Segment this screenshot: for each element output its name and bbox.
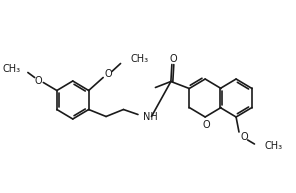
Text: CH₃: CH₃ xyxy=(264,141,282,151)
Text: O: O xyxy=(35,75,42,85)
Text: O: O xyxy=(169,53,177,63)
Text: CH₃: CH₃ xyxy=(130,54,148,64)
Text: O: O xyxy=(202,120,210,130)
Text: O: O xyxy=(104,69,112,80)
Text: O: O xyxy=(240,132,248,142)
Text: NH: NH xyxy=(143,112,157,122)
Text: CH₃: CH₃ xyxy=(2,64,20,74)
